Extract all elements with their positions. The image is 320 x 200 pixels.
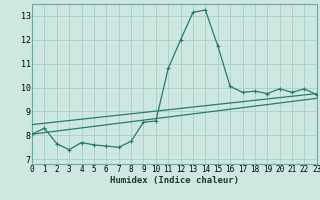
X-axis label: Humidex (Indice chaleur): Humidex (Indice chaleur)	[110, 176, 239, 185]
